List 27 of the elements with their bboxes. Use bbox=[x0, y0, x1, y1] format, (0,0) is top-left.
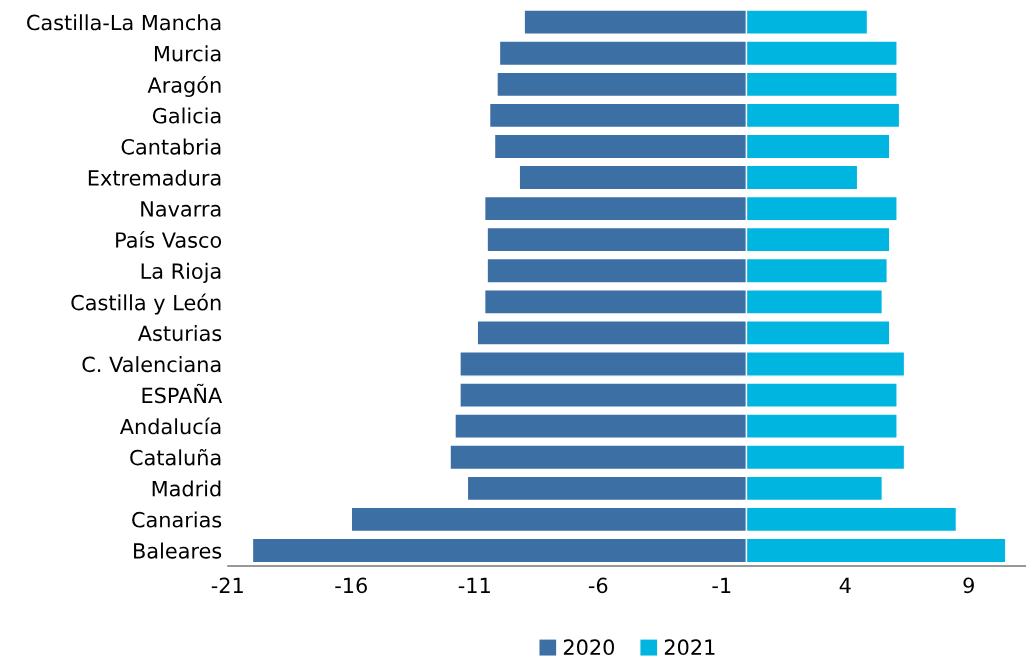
legend-label: 2021 bbox=[664, 639, 715, 656]
y-tick-label: Asturias bbox=[137, 325, 222, 342]
y-tick-label: Castilla-La Mancha bbox=[27, 14, 221, 31]
y-tick-label: Cantabria bbox=[121, 138, 221, 155]
y-tick-label: Murcia bbox=[154, 45, 221, 62]
y-tick-label: ESPAÑA bbox=[142, 383, 223, 404]
y-tick-label: Navarra bbox=[141, 201, 221, 217]
y-tick-label: Canarias bbox=[132, 511, 222, 528]
legend-label: 2020 bbox=[563, 639, 615, 656]
x-tick-label: -21 bbox=[211, 577, 243, 593]
x-tick-label: -11 bbox=[458, 577, 490, 593]
y-tick-label: Castilla y León bbox=[71, 293, 221, 315]
x-tick-label: -1 bbox=[712, 577, 731, 593]
y-tick-label: Madrid bbox=[152, 480, 221, 497]
x-tick-label: 4 bbox=[839, 577, 851, 593]
x-tick-label: -16 bbox=[335, 577, 367, 594]
y-tick-label: C. Valenciana bbox=[82, 356, 221, 373]
y-tick-label: Baleares bbox=[134, 542, 222, 559]
x-tick-label: -6 bbox=[588, 577, 608, 594]
y-tick-label: País Vasco bbox=[116, 230, 222, 248]
y-tick-label: Andalucía bbox=[119, 417, 221, 435]
y-tick-label: Cataluña bbox=[130, 448, 221, 466]
x-tick-label: 9 bbox=[963, 577, 974, 594]
y-tick-label: Extremadura bbox=[88, 169, 221, 186]
y-tick-label: La Rioja bbox=[141, 262, 221, 284]
y-tick-label: Aragón bbox=[147, 75, 221, 97]
y-tick-label: Galicia bbox=[152, 107, 221, 124]
